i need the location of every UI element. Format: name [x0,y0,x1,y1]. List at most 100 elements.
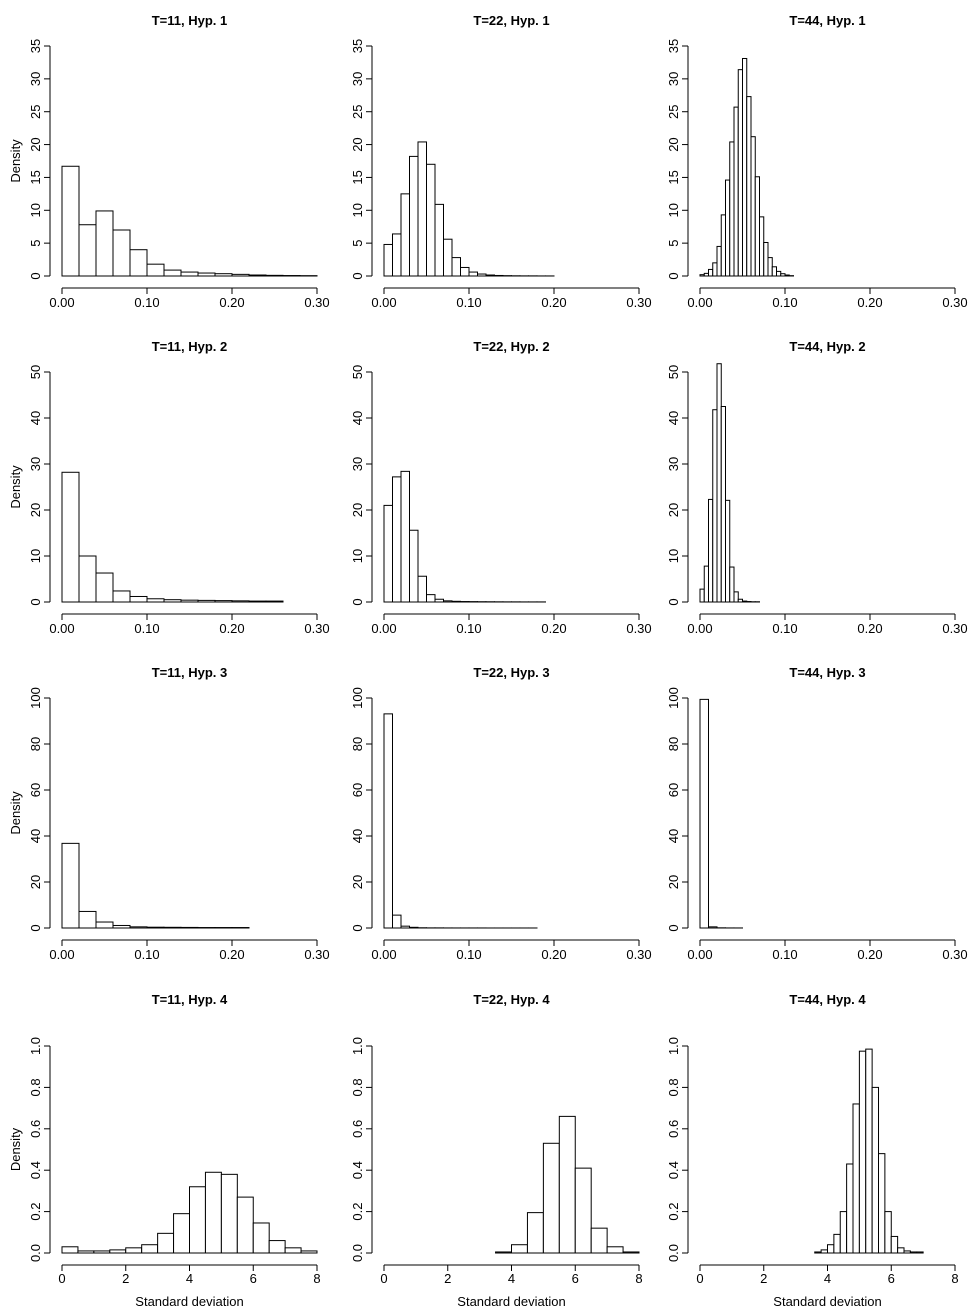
x-tick-label: 0.10 [134,295,159,310]
histogram-bar [265,600,284,603]
y-tick-label: 50 [350,365,365,379]
x-tick-label: 0.10 [456,621,481,636]
y-tick-label: 20 [666,503,681,517]
histogram-bar [820,1249,829,1254]
histogram-bar [434,203,444,277]
y-tick-label: 10 [350,549,365,563]
histogram-bar [699,698,709,929]
y-tick-label: 0 [666,598,681,605]
histogram-bar [78,910,97,929]
y-tick-label: 1.0 [350,1037,365,1055]
y-tick-label: 0.6 [666,1120,681,1138]
y-tick-label: 10 [666,203,681,217]
y-tick-label: 25 [28,104,43,118]
y-tick-label: 40 [28,411,43,425]
y-tick-label: 30 [350,457,365,471]
y-tick-label: 60 [666,783,681,797]
x-tick-label: 0.10 [772,621,797,636]
histogram-bar [716,245,722,277]
y-axis-label: Density [8,465,23,509]
histogram-bar [125,1247,143,1254]
y-tick-label: 20 [350,875,365,889]
histogram-bar [61,165,80,277]
x-tick-label: 0.20 [857,621,882,636]
x-tick-label: 0.10 [134,621,159,636]
histogram-bar [742,600,748,603]
histogram-bar [392,476,402,603]
y-tick-label: 30 [666,457,681,471]
x-tick-label: 0.20 [219,947,244,962]
y-tick-label: 10 [666,549,681,563]
y-tick-label: 0 [666,924,681,931]
histogram-bar [78,224,97,277]
x-tick-label: 0.30 [942,947,967,962]
y-tick-label: 0 [666,272,681,279]
x-tick-label: 2 [760,1271,767,1286]
y-tick-label: 5 [350,240,365,247]
histogram-bar [716,363,722,603]
y-tick-label: 0.2 [28,1203,43,1221]
histogram-bar [300,1250,318,1254]
histogram-bar [742,57,748,277]
y-tick-label: 50 [28,365,43,379]
chart-title: T=22, Hyp. 4 [473,992,550,1007]
y-tick-label: 40 [666,829,681,843]
x-tick-label: 2 [444,1271,451,1286]
histogram-bar [814,1251,822,1254]
histogram-bar [236,1196,254,1254]
y-tick-label: 0.6 [350,1120,365,1138]
y-tick-label: 20 [666,137,681,151]
x-tick-label: 0.00 [49,621,74,636]
histogram-bar [95,921,114,929]
histogram-bar [767,257,773,277]
y-tick-label: 20 [28,503,43,517]
x-tick-label: 0 [58,1271,65,1286]
histogram-panel: T=11, Hyp. 1 0.00 0.10 0.20 0.30 0 5 10 15 20 25 30… [8,13,330,310]
histogram-bar [451,257,461,277]
histogram-panel: T=44, Hyp. 1 0.00 0.10 0.20 0.30 0 5 10 15 20 25 30… [666,13,968,310]
histogram-bar [784,274,790,277]
chart-title: T=11, Hyp. 3 [152,665,228,680]
histogram-bar [558,1115,576,1254]
x-tick-label: 0.00 [49,295,74,310]
histogram-bar [443,238,453,277]
y-tick-label: 10 [28,549,43,563]
histogram-bar [417,141,427,277]
histogram-bar [392,914,402,929]
y-tick-label: 0.6 [28,1120,43,1138]
y-tick-label: 0 [28,272,43,279]
chart-title: T=22, Hyp. 2 [473,339,549,354]
y-tick-label: 5 [666,240,681,247]
y-tick-label: 100 [28,687,43,709]
y-tick-label: 0.0 [350,1244,365,1262]
x-tick-label: 0.20 [219,621,244,636]
chart-title: T=44, Hyp. 1 [789,13,865,28]
histogram-bar [409,155,419,277]
histogram-bar [485,274,495,277]
histogram-bar [426,163,436,277]
histogram-bar [163,269,182,277]
x-tick-label: 0 [380,1271,387,1286]
y-tick-label: 40 [350,411,365,425]
y-tick-label: 80 [666,737,681,751]
histogram-bar [746,96,752,277]
x-tick-label: 0 [696,1271,703,1286]
histogram-bar [61,1246,79,1254]
histogram-bar [460,266,470,277]
histogram-bar [780,273,786,277]
y-tick-label: 0.8 [28,1078,43,1096]
histogram-bar [248,274,267,277]
x-tick-label: 0.00 [371,947,396,962]
histogram-bar [61,471,80,603]
x-tick-label: 0.20 [857,947,882,962]
histogram-bar [268,1240,286,1254]
histogram-bar [163,926,182,929]
histogram-bar [400,193,410,277]
histogram-bar [383,713,393,929]
histogram-bar [180,271,199,277]
y-tick-label: 80 [350,737,365,751]
histogram-bar [759,216,765,277]
histogram-bar [189,1186,206,1254]
histogram-bar [61,842,80,929]
histogram-bar [699,274,705,277]
